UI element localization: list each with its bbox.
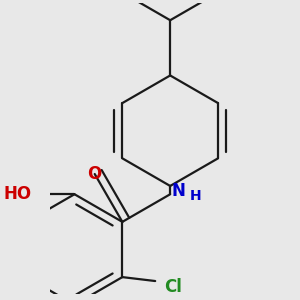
Text: N: N <box>171 182 185 200</box>
Text: HO: HO <box>4 185 32 203</box>
Text: H: H <box>190 189 201 203</box>
Text: Cl: Cl <box>164 278 182 296</box>
Text: O: O <box>88 165 102 183</box>
